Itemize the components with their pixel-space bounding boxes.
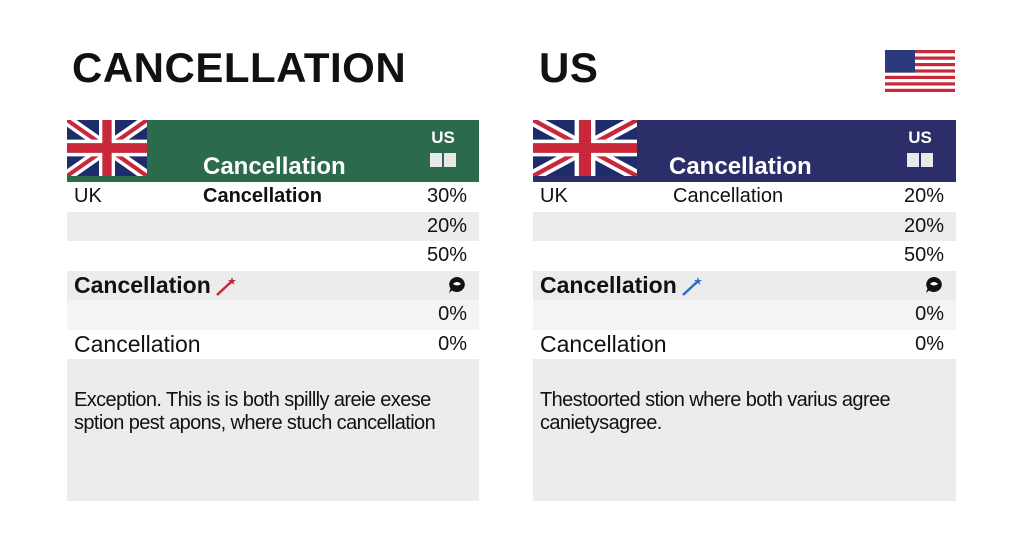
row-value: 30%	[426, 185, 467, 207]
page-title-left: CANCELLATION	[72, 44, 407, 91]
page-title-right: US	[539, 44, 599, 91]
header-title: Cancellation	[669, 153, 812, 180]
row-value: 50%	[426, 244, 467, 266]
us-flag-icon	[885, 50, 955, 92]
uk-flag-icon	[67, 120, 147, 176]
table-row: 20%	[533, 211, 956, 241]
note-text: Thestoorted stion where both varius agre…	[533, 359, 956, 501]
row-label: Cancellation	[74, 330, 201, 357]
table-row: 20%	[67, 211, 479, 241]
table-row: 0%	[67, 300, 479, 330]
row-label: Cancellation	[540, 271, 677, 298]
row-value: 0%	[915, 332, 944, 355]
header-us-label: US	[431, 128, 455, 147]
row-value: 20%	[426, 214, 467, 237]
row-value: 0%	[438, 303, 467, 325]
table-row: UK Cancellation 20%	[533, 182, 956, 212]
chat-bubble-icon	[926, 277, 942, 294]
book-icon	[907, 153, 933, 167]
row-middle: Cancellation	[673, 185, 784, 207]
table-row: 0%	[533, 300, 956, 330]
us-panel: Cancellation US UK Cancellation 20% 20% 50…	[533, 120, 956, 501]
row-label: UK	[540, 185, 568, 207]
row-label: Cancellation	[540, 330, 667, 357]
book-icon	[430, 153, 456, 167]
row-value: 20%	[903, 214, 944, 237]
table-row: 50%	[533, 241, 956, 271]
row-label: Cancellation	[74, 271, 211, 298]
panel-header: Cancellation US	[533, 120, 956, 182]
row-value: 0%	[438, 332, 467, 355]
row-value: 20%	[903, 185, 944, 207]
header-title: Cancellation	[203, 153, 346, 180]
table-row: UK Cancellation 30%	[67, 182, 479, 212]
magic-wand-icon	[681, 277, 702, 297]
row-value: 50%	[903, 244, 944, 266]
uk-panel: Cancellation US UK Cancellation 30% 20% 50…	[67, 120, 479, 501]
uk-flag-icon	[533, 120, 637, 176]
magic-wand-icon	[215, 277, 236, 297]
table-row: Cancellation	[67, 270, 479, 300]
table-row: Cancellation	[533, 270, 956, 300]
table-row: Cancellation 0%	[533, 330, 956, 360]
chat-bubble-icon	[449, 277, 465, 294]
panel-header: Cancellation US	[67, 120, 479, 182]
table-row: 50%	[67, 241, 479, 271]
row-label: UK	[74, 185, 102, 207]
header-us-label: US	[908, 128, 932, 147]
note-text: Exception. This is is both spillly areie…	[67, 359, 479, 501]
row-value: 0%	[915, 303, 944, 325]
table-row: Cancellation 0%	[67, 330, 479, 360]
row-middle: Cancellation	[203, 185, 322, 207]
